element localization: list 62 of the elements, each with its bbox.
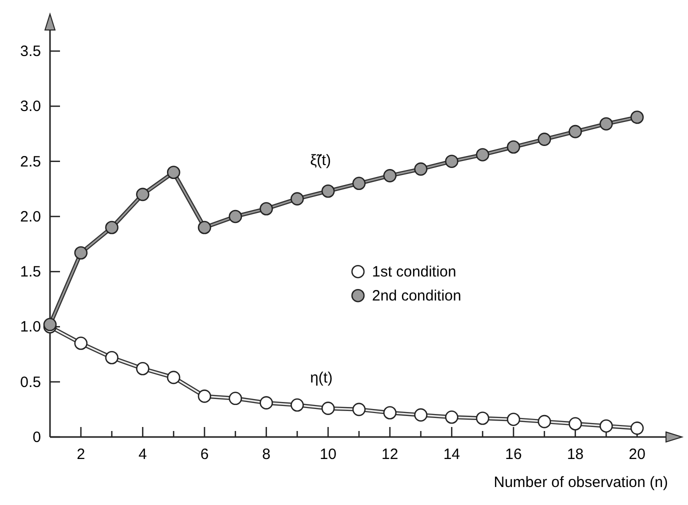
x-tick-label: 20 xyxy=(628,446,646,463)
point xyxy=(136,188,150,202)
point xyxy=(260,202,273,216)
y-tick-label: 0 xyxy=(32,429,41,446)
point xyxy=(105,220,118,234)
point xyxy=(198,220,212,234)
y-tick-label: 0.5 xyxy=(20,374,41,391)
point xyxy=(290,398,304,412)
x-tick-label: 2 xyxy=(76,446,86,463)
legend-label: 2nd condition xyxy=(372,288,462,305)
x-axis-title: Number of observation (n) xyxy=(494,474,668,491)
point xyxy=(538,132,552,146)
point xyxy=(290,192,304,206)
point xyxy=(414,162,428,176)
x-tick-label: 4 xyxy=(138,446,147,463)
x-tick-label: 8 xyxy=(262,446,270,463)
y-tick-label: 1.0 xyxy=(20,318,41,336)
y-tick-label: 3.0 xyxy=(20,98,41,116)
point xyxy=(43,318,57,332)
point xyxy=(228,210,242,224)
x-tick-label: 12 xyxy=(382,446,398,463)
point xyxy=(260,396,273,410)
point xyxy=(506,412,520,426)
point xyxy=(600,117,613,131)
point xyxy=(630,422,644,435)
point xyxy=(414,408,428,422)
point xyxy=(476,412,490,425)
x-tick-label: 16 xyxy=(505,446,522,463)
point xyxy=(321,402,335,415)
point xyxy=(321,184,335,198)
x-tick-label: 6 xyxy=(200,446,209,463)
point xyxy=(136,362,150,376)
x-tick-label: 18 xyxy=(566,446,584,463)
point xyxy=(383,169,397,182)
point xyxy=(74,336,88,350)
point xyxy=(568,124,582,138)
point xyxy=(600,419,613,433)
point xyxy=(445,410,458,424)
point xyxy=(445,154,458,168)
point xyxy=(352,176,366,190)
legend-label: 1st condition xyxy=(372,264,456,281)
point xyxy=(476,148,490,162)
point xyxy=(538,414,552,428)
point xyxy=(166,370,180,384)
annotation: ξ̃(t) xyxy=(310,152,331,170)
point xyxy=(166,166,180,180)
point xyxy=(568,417,582,430)
point xyxy=(630,110,644,124)
y-tick-label: 2.5 xyxy=(20,153,41,170)
point xyxy=(198,390,212,403)
y-tick-label: 2.0 xyxy=(20,208,41,226)
x-tick-label: 14 xyxy=(443,446,460,463)
y-tick-label: 3.5 xyxy=(20,43,41,60)
annotation: η(t) xyxy=(310,369,333,386)
point xyxy=(228,392,242,406)
x-tick-label: 10 xyxy=(320,446,336,463)
y-tick-label: 1.5 xyxy=(20,264,41,281)
point xyxy=(383,406,397,420)
point xyxy=(352,402,366,416)
point xyxy=(506,140,520,154)
point xyxy=(74,246,88,260)
point xyxy=(105,350,118,364)
